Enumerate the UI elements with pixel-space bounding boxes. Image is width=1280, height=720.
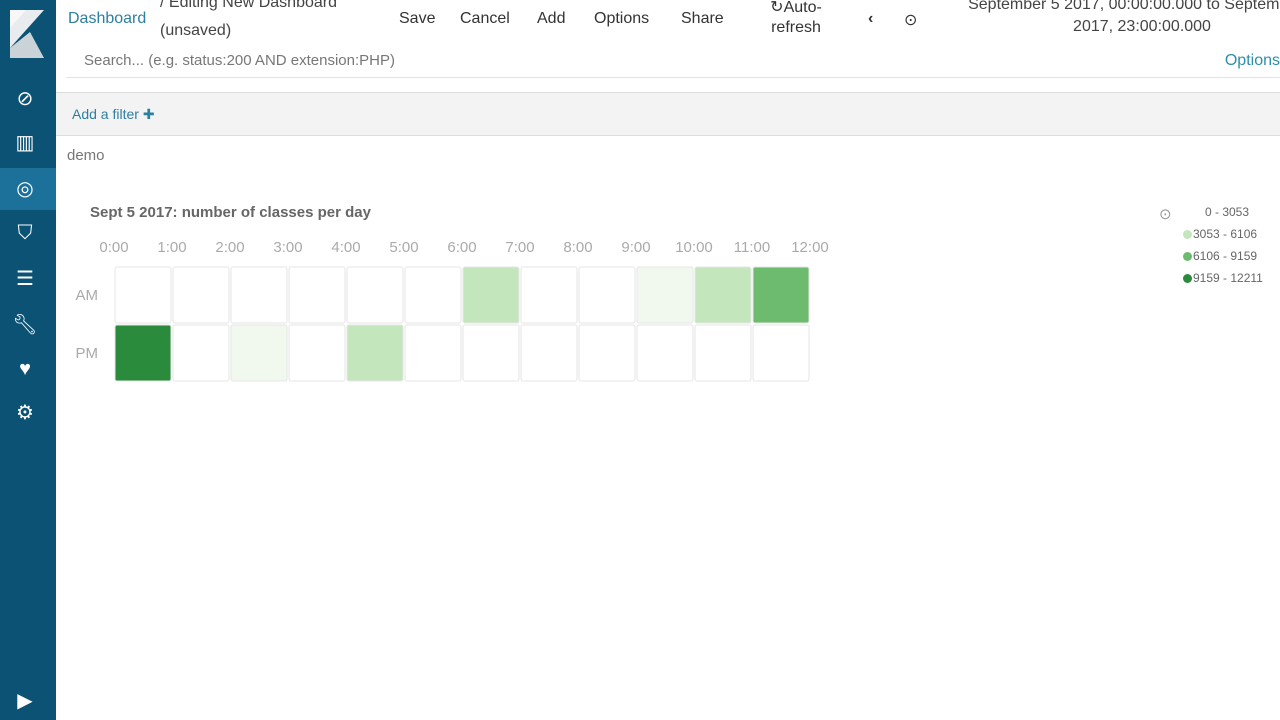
visualize-icon[interactable]: ▥ xyxy=(15,132,35,154)
heatmap-cell[interactable] xyxy=(172,266,230,324)
refresh-icon: ↻ xyxy=(770,0,784,16)
x-tick-label: 12:00 xyxy=(791,239,829,256)
search-options-link[interactable]: Options xyxy=(1224,52,1280,69)
heatmap-cell[interactable] xyxy=(520,266,578,324)
heatmap-cell[interactable] xyxy=(578,324,636,382)
auto-refresh-button[interactable]: ↻Auto-refresh xyxy=(770,0,822,36)
x-tick-label: 7:00 xyxy=(505,239,534,256)
heatmap-cell[interactable] xyxy=(694,266,752,324)
legend-label: 3053 - 6106 xyxy=(1193,227,1258,241)
time-range-picker[interactable]: September 5 2017, 00:00:00.000 to Septem… xyxy=(968,0,1280,35)
legend-label: 9159 - 12211 xyxy=(1193,271,1263,285)
legend-toggle-icon[interactable]: ⊙ xyxy=(1159,206,1172,223)
legend-item[interactable]: 3053 - 6106 xyxy=(1183,227,1257,241)
row-label: PM xyxy=(76,345,99,362)
x-tick-label: 9:00 xyxy=(621,239,650,256)
monitoring-icon[interactable]: ♥ xyxy=(19,358,31,380)
active-nav-highlight xyxy=(0,168,56,210)
management-icon[interactable]: ⚙ xyxy=(16,402,34,424)
discover-icon[interactable]: ⊘ xyxy=(16,88,34,110)
heatmap-cell[interactable] xyxy=(172,324,230,382)
heatmap-cell[interactable] xyxy=(636,324,694,382)
heatmap-cell[interactable] xyxy=(230,266,288,324)
x-tick-label: 6:00 xyxy=(447,239,476,256)
heatmap-cell[interactable] xyxy=(752,324,810,382)
heatmap-cell[interactable] xyxy=(114,324,172,382)
legend-item[interactable]: 9159 - 12211 xyxy=(1183,271,1263,285)
legend-label: 0 - 3053 xyxy=(1205,205,1250,219)
x-tick-label: 3:00 xyxy=(273,239,302,256)
legend-dot xyxy=(1183,252,1192,261)
kibana-logo[interactable] xyxy=(6,8,46,60)
dashboard-icon[interactable]: ◎ xyxy=(16,178,34,200)
options-button[interactable]: Options xyxy=(594,10,650,27)
save-button[interactable]: Save xyxy=(399,10,436,27)
heatmap-cell[interactable] xyxy=(230,324,288,382)
heatmap-cell[interactable] xyxy=(404,324,462,382)
panel-title: demo xyxy=(67,147,105,164)
wrench-icon[interactable]: 🔧︎ xyxy=(12,314,38,336)
heatmap-cell[interactable] xyxy=(462,266,520,324)
heatmap-cell[interactable] xyxy=(462,324,520,382)
collapse-icon[interactable]: ▶ xyxy=(17,690,33,712)
breadcrumb-current: / Editing New Dashboard xyxy=(160,0,337,11)
x-tick-label: 8:00 xyxy=(563,239,592,256)
legend-item[interactable]: 0 - 3053 xyxy=(1195,205,1249,219)
heatmap-chart: 0:00 1:00 2:00 3:00 4:00 5:00 6:00 7:00 8:00 9:00… xyxy=(76,239,829,382)
heatmap-cell[interactable] xyxy=(694,324,752,382)
legend-label: 6106 - 9159 xyxy=(1193,249,1258,263)
clock-icon[interactable]: ⊙ xyxy=(904,12,918,29)
chevron-left-icon[interactable]: ‹ xyxy=(868,10,874,27)
heatmap-cell[interactable] xyxy=(752,266,810,324)
devtools-icon[interactable]: ☰ xyxy=(16,268,34,290)
filter-bar: Add a filter ✚ xyxy=(56,92,1280,136)
row-label: AM xyxy=(76,287,99,304)
x-tick-label: 4:00 xyxy=(331,239,360,256)
timelion-icon[interactable]: ⛉ xyxy=(17,222,33,244)
legend-dot xyxy=(1183,274,1192,283)
cancel-button[interactable]: Cancel xyxy=(460,10,510,27)
heatmap-cell[interactable] xyxy=(114,266,172,324)
heatmap-cell[interactable] xyxy=(404,266,462,324)
x-tick-label: 1:00 xyxy=(157,239,186,256)
search-input[interactable]: Search... (e.g. status:200 AND extension… xyxy=(66,44,1280,78)
search-placeholder: Search... (e.g. status:200 AND extension… xyxy=(84,52,395,69)
heatmap-cell[interactable] xyxy=(288,266,346,324)
add-filter-button[interactable]: Add a filter ✚ xyxy=(72,106,155,122)
x-tick-label: 5:00 xyxy=(389,239,418,256)
x-tick-label: 10:00 xyxy=(675,239,713,256)
heatmap-cell[interactable] xyxy=(520,324,578,382)
top-bar: Dashboard / Editing New Dashboard (unsav… xyxy=(56,0,1280,44)
x-tick-label: 2:00 xyxy=(215,239,244,256)
sidebar: ⊘ ▥ ◎ ⛉ ☰ 🔧︎ ♥ ⚙ ▶ xyxy=(0,0,56,720)
legend-dot xyxy=(1183,230,1192,239)
heatmap-cell[interactable] xyxy=(578,266,636,324)
breadcrumb-dashboard[interactable]: Dashboard xyxy=(68,10,147,27)
heatmap-cell[interactable] xyxy=(636,266,694,324)
add-button[interactable]: Add xyxy=(537,10,566,27)
x-tick-label: 11:00 xyxy=(734,239,770,256)
share-button[interactable]: Share xyxy=(681,10,724,27)
heatmap-cell[interactable] xyxy=(346,266,404,324)
heatmap-cell[interactable] xyxy=(346,324,404,382)
legend-dot xyxy=(1195,208,1204,217)
unsaved-label: (unsaved) xyxy=(160,22,232,39)
legend-item[interactable]: 6106 - 9159 xyxy=(1183,249,1257,263)
x-tick-label: 0:00 xyxy=(99,239,128,256)
heatmap-cell[interactable] xyxy=(288,324,346,382)
chart-title: Sept 5 2017: number of classes per day xyxy=(90,204,371,221)
